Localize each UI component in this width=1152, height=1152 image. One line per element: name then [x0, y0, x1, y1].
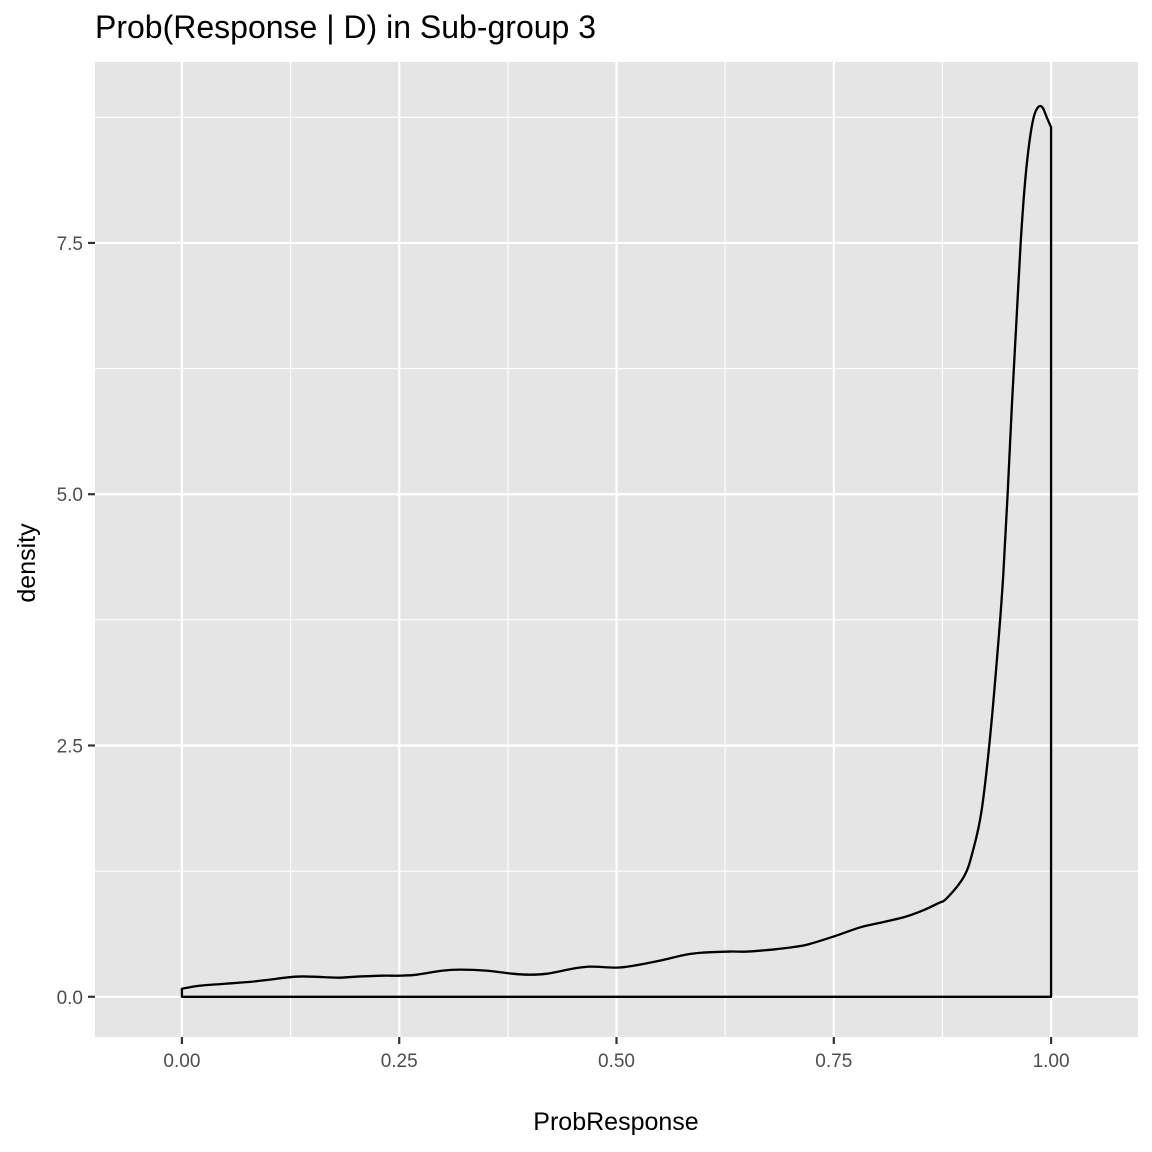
x-tick-label: 0.50	[598, 1051, 635, 1072]
x-tick-label: 0.25	[381, 1051, 418, 1072]
x-axis: 0.00 0.25 0.50 0.75 1.00	[163, 1037, 1070, 1072]
y-tick-label: 5.0	[57, 485, 83, 506]
x-tick-label: 1.00	[1033, 1051, 1070, 1072]
y-tick-label: 0.0	[57, 988, 83, 1009]
density-curve	[180, 104, 1053, 998]
x-tick-label: 0.00	[163, 1051, 200, 1072]
y-tick-label: 2.5	[57, 737, 83, 758]
chart-title: Prob(Response | D) in Sub-group 3	[95, 9, 596, 45]
x-axis-title: ProbResponse	[533, 1108, 698, 1136]
x-tick-label: 0.75	[815, 1051, 852, 1072]
y-axis: 0.0 2.5 5.0 7.5	[57, 234, 95, 1009]
y-tick-label: 7.5	[57, 234, 83, 255]
y-axis-title: density	[13, 523, 41, 603]
